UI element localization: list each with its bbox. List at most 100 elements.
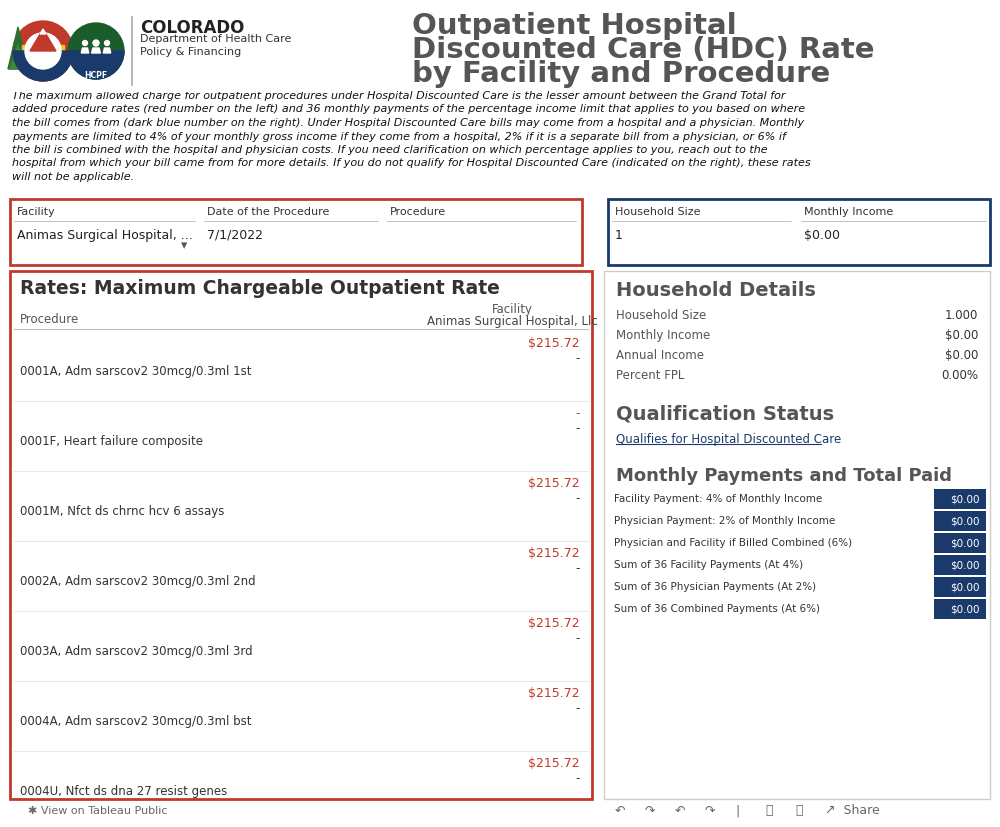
Text: COLORADO: COLORADO xyxy=(140,19,244,37)
Bar xyxy=(934,489,986,509)
Text: -: - xyxy=(576,562,580,575)
Text: Date of the Procedure: Date of the Procedure xyxy=(207,207,329,217)
Text: Policy & Financing: Policy & Financing xyxy=(140,47,241,57)
Polygon shape xyxy=(81,48,89,53)
Text: The maximum allowed charge for outpatient procedures under Hospital Discounted C: The maximum allowed charge for outpatien… xyxy=(12,91,786,101)
Circle shape xyxy=(104,41,110,45)
Text: $0.00: $0.00 xyxy=(950,582,980,592)
Text: $215.72: $215.72 xyxy=(528,547,580,560)
Text: $215.72: $215.72 xyxy=(528,337,580,350)
Text: Household Size: Household Size xyxy=(616,309,706,322)
Text: Facility: Facility xyxy=(17,207,56,217)
Text: added procedure rates (red number on the left) and 36 monthly payments of the pe: added procedure rates (red number on the… xyxy=(12,104,805,114)
Text: HCPF: HCPF xyxy=(84,70,108,79)
Text: 1: 1 xyxy=(615,229,623,242)
Text: Monthly Income: Monthly Income xyxy=(616,329,710,342)
Bar xyxy=(934,599,986,619)
Text: Procedure: Procedure xyxy=(390,207,446,217)
Text: payments are limited to 4% of your monthly gross income if they come from a hosp: payments are limited to 4% of your month… xyxy=(12,131,786,141)
Text: $0.00: $0.00 xyxy=(950,538,980,548)
Text: ⧉: ⧉ xyxy=(795,805,802,818)
Text: 0001M, Nfct ds chrnc hcv 6 assays: 0001M, Nfct ds chrnc hcv 6 assays xyxy=(20,505,224,518)
Text: Physician Payment: 2% of Monthly Income: Physician Payment: 2% of Monthly Income xyxy=(614,516,835,526)
Bar xyxy=(10,271,592,799)
Text: ↷: ↷ xyxy=(645,805,656,818)
Text: $0.00: $0.00 xyxy=(950,604,980,614)
Text: Household Details: Household Details xyxy=(616,281,816,300)
Text: $215.72: $215.72 xyxy=(528,617,580,630)
Bar xyxy=(934,577,986,597)
Wedge shape xyxy=(68,51,124,79)
Text: 7/1/2022: 7/1/2022 xyxy=(207,229,263,242)
Text: 0.00%: 0.00% xyxy=(941,369,978,382)
Text: ▾: ▾ xyxy=(181,239,187,252)
Text: $0.00: $0.00 xyxy=(950,494,980,504)
Text: $0.00: $0.00 xyxy=(950,516,980,526)
Text: Sum of 36 Physician Payments (At 2%): Sum of 36 Physician Payments (At 2%) xyxy=(614,582,816,592)
Text: Procedure: Procedure xyxy=(20,313,79,326)
Text: Household Size: Household Size xyxy=(615,207,700,217)
Text: -: - xyxy=(576,702,580,715)
Text: -: - xyxy=(576,772,580,785)
Text: 0001A, Adm sarscov2 30mcg/0.3ml 1st: 0001A, Adm sarscov2 30mcg/0.3ml 1st xyxy=(20,365,252,378)
Text: Department of Health Care: Department of Health Care xyxy=(140,34,291,44)
Text: $0.00: $0.00 xyxy=(804,229,840,242)
Circle shape xyxy=(25,33,61,69)
Text: Discounted Care (HDC) Rate: Discounted Care (HDC) Rate xyxy=(412,36,874,64)
Text: Qualification Status: Qualification Status xyxy=(616,405,834,424)
Text: ⧈: ⧈ xyxy=(765,805,772,818)
Circle shape xyxy=(13,21,73,81)
Text: -: - xyxy=(576,422,580,435)
Text: -: - xyxy=(576,352,580,365)
Text: -: - xyxy=(576,492,580,505)
Text: ✱ View on Tableau Public: ✱ View on Tableau Public xyxy=(28,806,168,816)
Text: Facility Payment: 4% of Monthly Income: Facility Payment: 4% of Monthly Income xyxy=(614,494,822,504)
Circle shape xyxy=(93,40,99,46)
Text: Facility: Facility xyxy=(492,303,532,316)
Text: Physician and Facility if Billed Combined (6%): Physician and Facility if Billed Combine… xyxy=(614,538,852,548)
Text: Animas Surgical Hospital, Llc: Animas Surgical Hospital, Llc xyxy=(427,315,597,328)
Text: $215.72: $215.72 xyxy=(528,687,580,700)
Text: Monthly Income: Monthly Income xyxy=(804,207,893,217)
Bar xyxy=(10,199,582,265)
Polygon shape xyxy=(92,48,100,53)
Bar xyxy=(22,45,64,57)
Text: ↗  Share: ↗ Share xyxy=(825,805,880,818)
Text: ↷: ↷ xyxy=(705,805,716,818)
Text: Annual Income: Annual Income xyxy=(616,349,704,362)
Text: -: - xyxy=(576,407,580,420)
Text: hospital from which your bill came from for more details. If you do not qualify : hospital from which your bill came from … xyxy=(12,159,811,169)
Bar xyxy=(604,271,990,799)
Bar xyxy=(5,10,305,92)
Text: $215.72: $215.72 xyxy=(528,757,580,770)
Bar xyxy=(934,511,986,531)
Text: 0003A, Adm sarscov2 30mcg/0.3ml 3rd: 0003A, Adm sarscov2 30mcg/0.3ml 3rd xyxy=(20,645,253,658)
Circle shape xyxy=(68,23,124,79)
Polygon shape xyxy=(30,29,56,51)
Text: 0004A, Adm sarscov2 30mcg/0.3ml bst: 0004A, Adm sarscov2 30mcg/0.3ml bst xyxy=(20,715,252,728)
Text: 0001F, Heart failure composite: 0001F, Heart failure composite xyxy=(20,435,203,448)
Text: will not be applicable.: will not be applicable. xyxy=(12,172,134,182)
Text: |: | xyxy=(735,805,739,818)
Text: $0.00: $0.00 xyxy=(945,349,978,362)
Text: ↶: ↶ xyxy=(615,805,626,818)
Text: Animas Surgical Hospital, ...: Animas Surgical Hospital, ... xyxy=(17,229,193,242)
Text: 0004U, Nfct ds dna 27 resist genes: 0004U, Nfct ds dna 27 resist genes xyxy=(20,785,227,798)
Circle shape xyxy=(82,41,88,45)
Polygon shape xyxy=(10,45,26,69)
Text: $215.72: $215.72 xyxy=(528,477,580,490)
Text: Percent FPL: Percent FPL xyxy=(616,369,684,382)
Bar xyxy=(608,199,990,265)
Text: -: - xyxy=(576,632,580,645)
Polygon shape xyxy=(40,29,46,34)
Text: Qualifies for Hospital Discounted Care: Qualifies for Hospital Discounted Care xyxy=(616,433,841,446)
Text: 1.000: 1.000 xyxy=(945,309,978,322)
Text: the bill is combined with the hospital and physician costs. If you need clarific: the bill is combined with the hospital a… xyxy=(12,145,768,155)
Text: ↶: ↶ xyxy=(675,805,686,818)
Text: Sum of 36 Combined Payments (At 6%): Sum of 36 Combined Payments (At 6%) xyxy=(614,604,820,614)
Text: by Facility and Procedure: by Facility and Procedure xyxy=(412,60,830,88)
Text: Sum of 36 Facility Payments (At 4%): Sum of 36 Facility Payments (At 4%) xyxy=(614,560,803,570)
Wedge shape xyxy=(13,51,73,81)
Circle shape xyxy=(25,33,61,69)
Text: Rates: Maximum Chargeable Outpatient Rate: Rates: Maximum Chargeable Outpatient Rat… xyxy=(20,279,500,298)
